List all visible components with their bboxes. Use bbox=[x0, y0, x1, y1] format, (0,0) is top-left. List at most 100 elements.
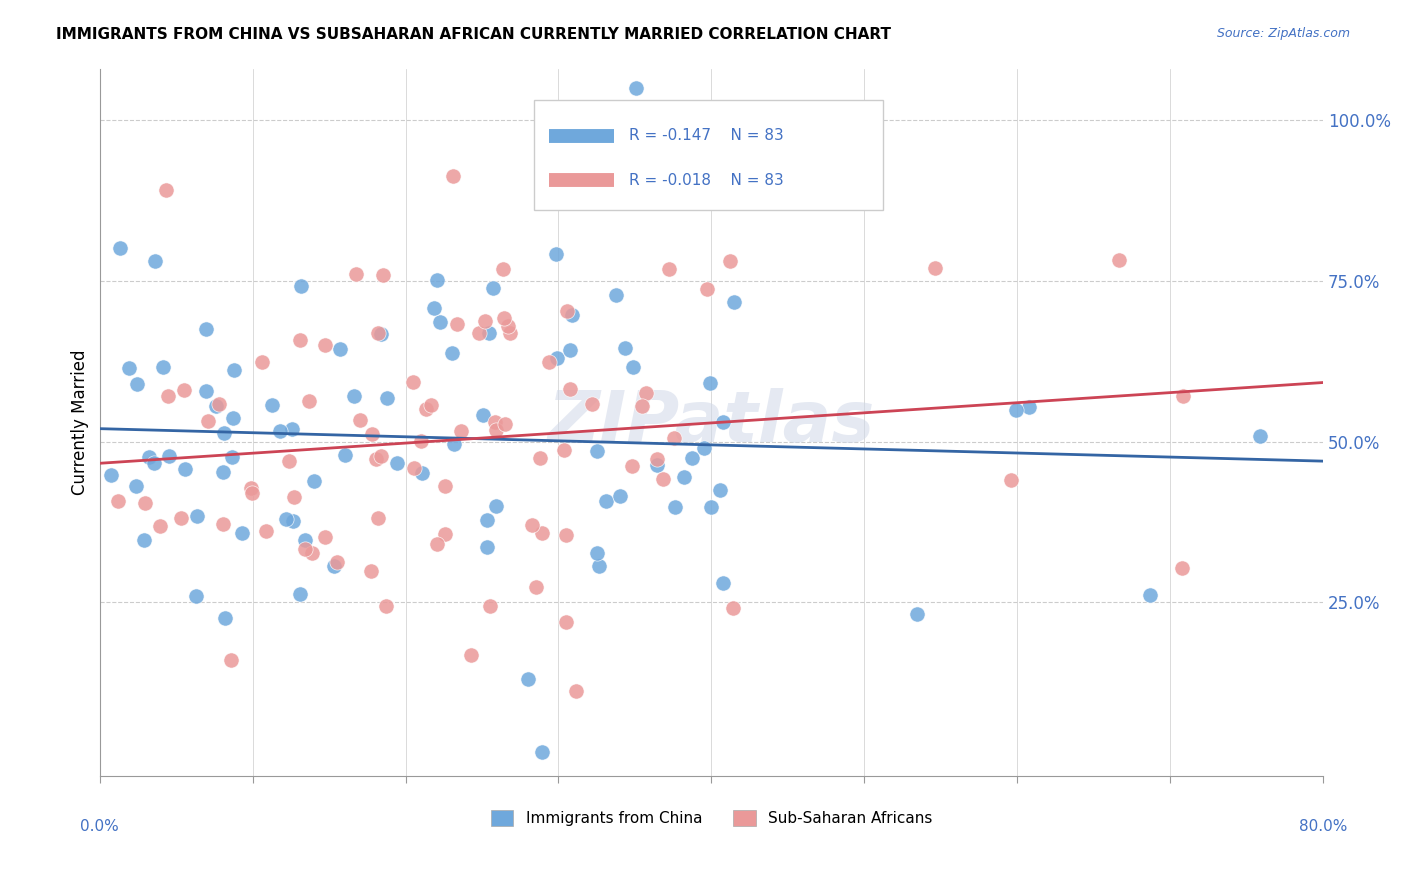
Point bbox=[277, 454, 299, 468]
Point bbox=[250, 355, 273, 369]
Point bbox=[260, 398, 283, 412]
Point bbox=[524, 580, 547, 594]
Point bbox=[301, 546, 323, 560]
Point bbox=[1171, 561, 1194, 575]
Point bbox=[186, 509, 208, 524]
Point bbox=[214, 611, 236, 625]
Point bbox=[692, 441, 714, 455]
Point bbox=[195, 384, 218, 398]
Point bbox=[290, 587, 312, 601]
Point bbox=[170, 511, 193, 525]
Point bbox=[482, 281, 505, 295]
Point bbox=[290, 333, 312, 347]
Point bbox=[211, 465, 233, 479]
Point bbox=[555, 303, 578, 318]
Point bbox=[492, 311, 515, 326]
Point bbox=[433, 527, 456, 541]
Point bbox=[138, 450, 160, 464]
Point bbox=[530, 745, 553, 759]
Point bbox=[134, 496, 156, 510]
Point bbox=[415, 401, 437, 416]
Point bbox=[367, 326, 389, 340]
Point bbox=[143, 253, 166, 268]
Point bbox=[907, 607, 929, 621]
Point bbox=[485, 500, 508, 514]
Point bbox=[222, 362, 245, 376]
Point bbox=[314, 530, 336, 544]
FancyBboxPatch shape bbox=[534, 101, 883, 210]
Point bbox=[681, 451, 703, 466]
Point bbox=[118, 360, 141, 375]
Point bbox=[349, 413, 371, 427]
Point bbox=[664, 500, 686, 514]
Point bbox=[329, 342, 352, 356]
Point bbox=[561, 308, 583, 322]
Point bbox=[699, 376, 721, 390]
Point bbox=[652, 473, 675, 487]
Point bbox=[586, 546, 609, 560]
Point bbox=[401, 375, 423, 389]
Point bbox=[197, 413, 219, 427]
Point bbox=[333, 448, 356, 462]
Point bbox=[1000, 473, 1022, 487]
Point bbox=[924, 260, 946, 275]
Point bbox=[709, 483, 731, 497]
Point bbox=[544, 246, 567, 260]
Point bbox=[125, 479, 148, 493]
Point bbox=[274, 512, 297, 526]
Point bbox=[420, 398, 443, 412]
Point bbox=[212, 426, 235, 441]
Point bbox=[294, 533, 316, 547]
Point bbox=[371, 268, 394, 282]
Point bbox=[492, 261, 515, 276]
Point bbox=[326, 555, 349, 569]
Point bbox=[208, 397, 231, 411]
Point bbox=[240, 486, 263, 500]
Point bbox=[134, 533, 156, 547]
Point bbox=[696, 282, 718, 296]
Point bbox=[673, 470, 696, 484]
Point bbox=[294, 541, 316, 556]
Point bbox=[184, 589, 207, 603]
Point bbox=[100, 468, 122, 483]
Point bbox=[546, 351, 568, 365]
Point bbox=[240, 482, 263, 496]
Point bbox=[281, 422, 304, 436]
Point bbox=[343, 389, 366, 403]
Point bbox=[621, 359, 644, 374]
Point bbox=[605, 287, 627, 301]
Point bbox=[658, 261, 681, 276]
Point bbox=[283, 490, 305, 504]
Point bbox=[620, 459, 643, 474]
Text: Source: ZipAtlas.com: Source: ZipAtlas.com bbox=[1216, 27, 1350, 40]
Point bbox=[645, 458, 668, 472]
Point bbox=[1005, 402, 1028, 417]
Point bbox=[538, 355, 561, 369]
Point bbox=[520, 518, 543, 533]
Point bbox=[721, 600, 744, 615]
Point bbox=[496, 319, 519, 334]
Point bbox=[322, 558, 344, 573]
Point bbox=[314, 338, 336, 352]
Point bbox=[212, 516, 235, 531]
Point bbox=[1108, 253, 1130, 268]
Point bbox=[290, 278, 312, 293]
Point bbox=[402, 461, 425, 475]
Point bbox=[443, 437, 465, 451]
Point bbox=[595, 494, 617, 508]
Point bbox=[269, 424, 291, 438]
Point bbox=[281, 515, 304, 529]
Point bbox=[645, 452, 668, 467]
Point bbox=[699, 500, 721, 514]
Point bbox=[585, 444, 607, 458]
Point bbox=[1249, 429, 1271, 443]
Point bbox=[478, 326, 501, 340]
Point bbox=[1173, 389, 1195, 403]
Point bbox=[711, 415, 734, 429]
Point bbox=[664, 431, 686, 445]
Point bbox=[440, 346, 463, 360]
Point bbox=[370, 450, 392, 464]
Point bbox=[374, 599, 396, 613]
Point bbox=[219, 653, 242, 667]
Text: 0.0%: 0.0% bbox=[80, 819, 120, 834]
